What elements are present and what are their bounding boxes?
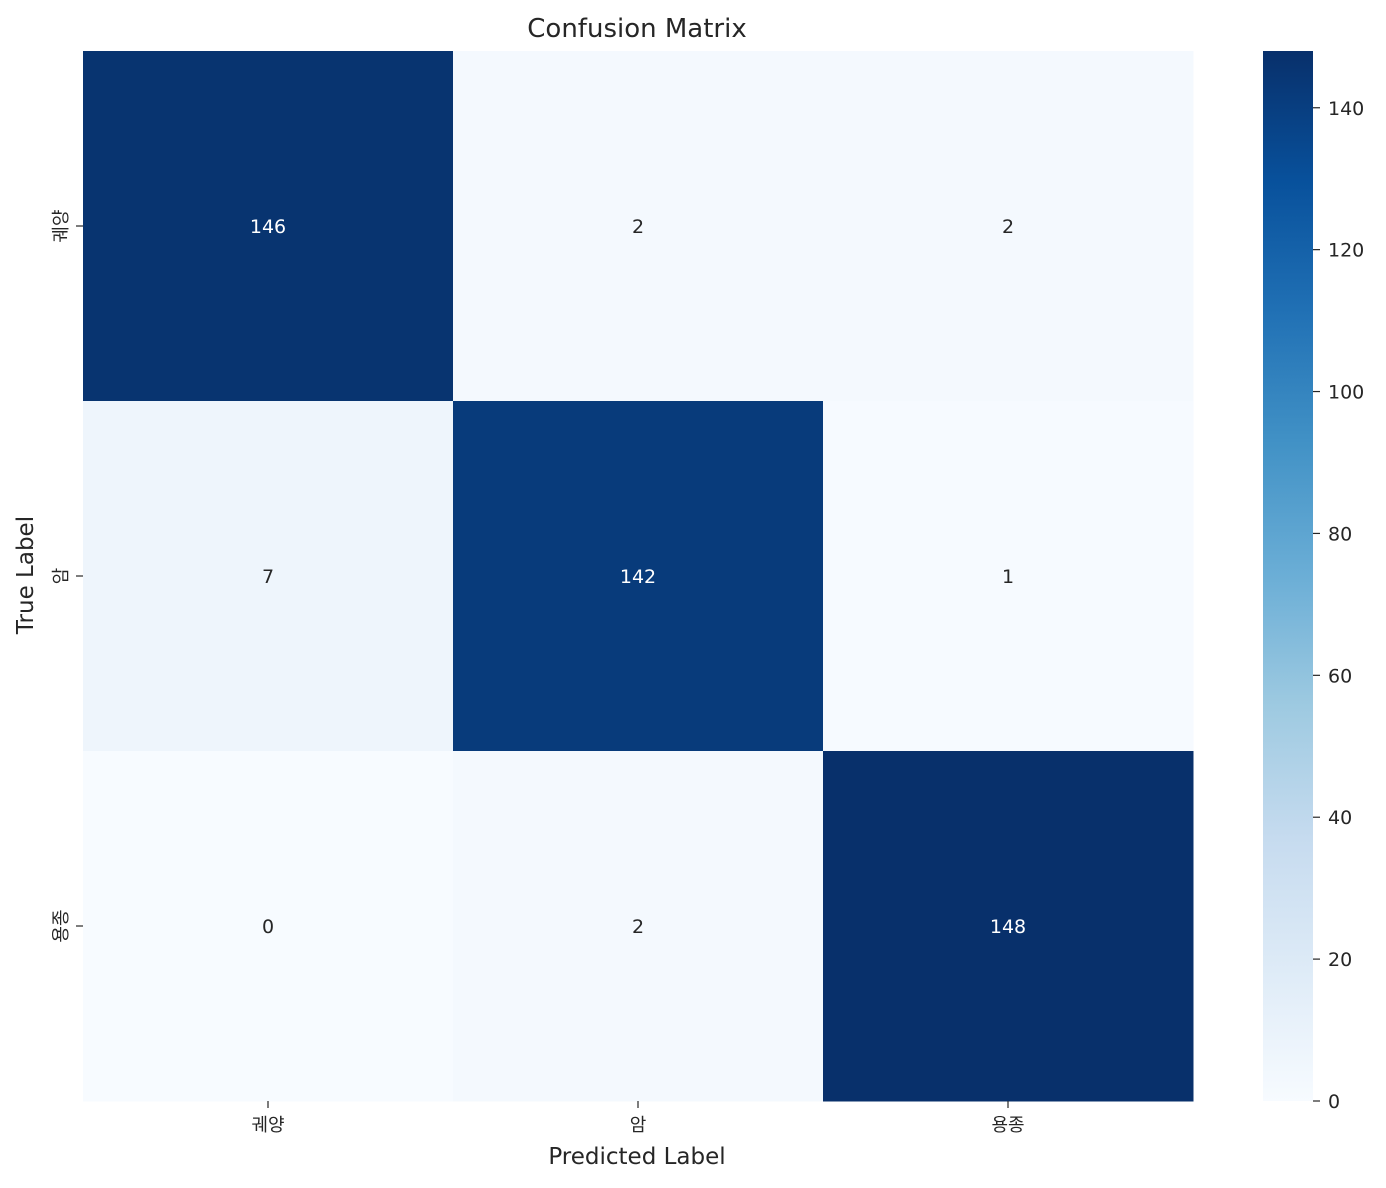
heatmap-annotations: 146 2 2 7 142 1 0 2 148 xyxy=(250,216,1026,938)
heatmap-cell-r2-c2 xyxy=(823,751,1194,1102)
y-axis-label: True Label xyxy=(13,516,39,635)
colorbar-tick-label: 20 xyxy=(1328,949,1352,971)
heatmap-cell-r1-c2 xyxy=(823,401,1194,752)
y-tick-label: 용종 xyxy=(51,909,72,942)
cell-value-label: 2 xyxy=(632,216,644,238)
chart-title: Confusion Matrix xyxy=(527,14,746,44)
heatmap-cell-r0-c1 xyxy=(453,51,824,402)
cell-value-label: 1 xyxy=(1002,566,1014,588)
heatmap-cells xyxy=(83,51,1194,1102)
x-axis-label: Predicted Label xyxy=(548,1144,725,1170)
x-tick-label: 암 xyxy=(630,1115,647,1136)
y-tick-label: 궤양 xyxy=(51,209,72,242)
cell-value-label: 142 xyxy=(620,566,656,588)
colorbar-tick-label: 40 xyxy=(1328,807,1352,829)
colorbar xyxy=(1263,51,1313,1101)
colorbar-tick-label: 0 xyxy=(1328,1091,1340,1113)
cell-value-label: 146 xyxy=(250,216,286,238)
colorbar-tick-label: 80 xyxy=(1328,523,1352,545)
heatmap-cell-r2-c0 xyxy=(83,751,454,1102)
cell-value-label: 2 xyxy=(1002,216,1014,238)
heatmap-cell-r1-c0 xyxy=(83,401,454,752)
colorbar-ticks: 0 20 40 60 80 100 120 140 xyxy=(1313,98,1364,1113)
cell-value-label: 7 xyxy=(262,566,274,588)
heatmap-cell-r2-c1 xyxy=(453,751,824,1102)
cell-value-label: 148 xyxy=(990,916,1026,938)
cell-value-label: 2 xyxy=(632,916,644,938)
y-tick-label: 암 xyxy=(51,568,72,585)
heatmap-cell-r1-c1 xyxy=(453,401,824,752)
heatmap-cell-r0-c2 xyxy=(823,51,1194,402)
x-tick-label: 궤양 xyxy=(251,1115,284,1136)
colorbar-tick-label: 140 xyxy=(1328,98,1364,120)
colorbar-tick-label: 120 xyxy=(1328,240,1364,262)
heatmap-cell-r0-c0 xyxy=(83,51,454,402)
cell-value-label: 0 xyxy=(262,916,274,938)
x-axis-ticks: 궤양 암 용종 xyxy=(251,1101,1025,1136)
colorbar-tick-label: 100 xyxy=(1328,382,1364,404)
x-tick-label: 용종 xyxy=(991,1115,1024,1136)
colorbar-tick-label: 60 xyxy=(1328,665,1352,687)
